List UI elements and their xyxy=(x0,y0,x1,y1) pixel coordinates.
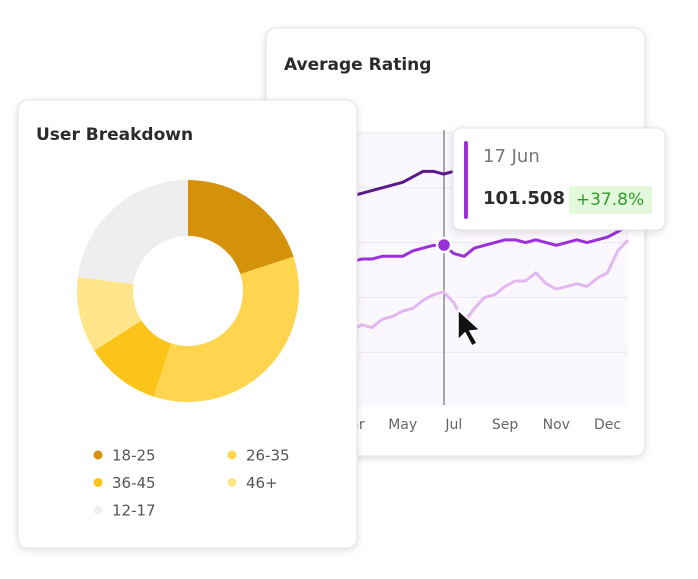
legend-label: 36-45 xyxy=(112,474,156,492)
chart-title: User Breakdown xyxy=(36,125,193,145)
legend-swatch xyxy=(227,478,237,487)
x-tick-label: Dec xyxy=(594,417,621,433)
change-badge xyxy=(569,186,652,214)
x-tick-label: Jul xyxy=(444,417,462,433)
legend-label: 26-35 xyxy=(246,447,290,465)
donut-segment xyxy=(77,180,188,285)
tooltip-value: 101.508 xyxy=(483,188,565,209)
chart-title: Average Rating xyxy=(284,55,431,75)
legend-swatch xyxy=(227,450,237,460)
legend-swatch xyxy=(93,478,103,487)
donut-segment xyxy=(153,256,299,402)
legend-swatch xyxy=(93,505,103,515)
donut-segment xyxy=(77,277,142,351)
x-tick-label: Nov xyxy=(543,417,570,433)
tooltip-date: 17 Jun xyxy=(483,146,540,167)
hover-dot xyxy=(435,236,453,254)
tooltip-accent xyxy=(464,141,468,219)
legend-label: 18-25 xyxy=(112,447,156,465)
legend-label: 12-17 xyxy=(112,502,156,520)
tooltip-box xyxy=(452,127,666,231)
tooltip-change: +37.8% xyxy=(576,190,644,210)
card xyxy=(17,99,358,549)
legend-swatch xyxy=(93,450,103,460)
donut-segment xyxy=(94,320,172,397)
x-tick-label: Sep xyxy=(492,417,519,433)
donut-segment xyxy=(188,180,294,275)
x-tick-label: May xyxy=(388,417,417,433)
tooltip: 17 Jun 101.508 +37.8% xyxy=(452,127,666,231)
legend-label: 46+ xyxy=(246,474,278,492)
pie-card: User Breakdown xyxy=(17,99,358,549)
donut: 18-25 26-35 36-45 46+ 12-17 xyxy=(77,180,299,520)
mouse-cursor xyxy=(457,308,482,348)
